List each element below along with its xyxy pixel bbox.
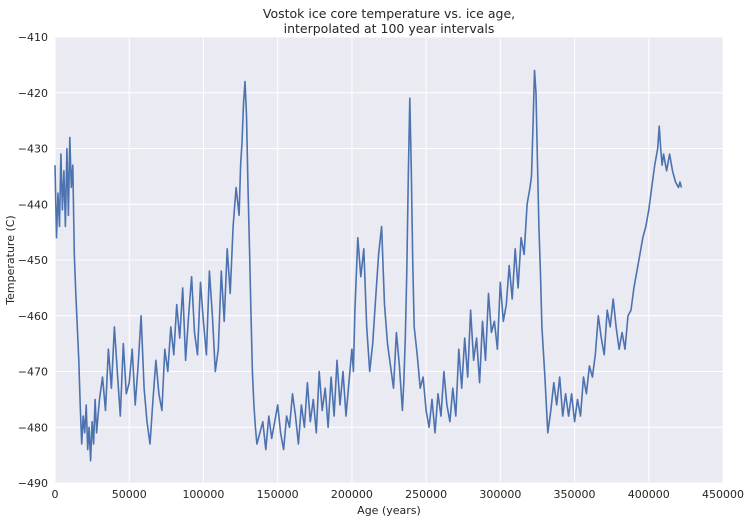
- x-tick-label: 250000: [405, 488, 447, 501]
- x-tick-label: 0: [52, 488, 59, 501]
- x-tick-label: 200000: [331, 488, 373, 501]
- x-tick-label: 300000: [479, 488, 521, 501]
- y-axis-label: Temperature (C): [4, 215, 17, 305]
- y-tick-label: −450: [18, 254, 48, 267]
- y-tick-label: −430: [18, 143, 48, 156]
- y-tick-label: −470: [18, 366, 48, 379]
- tick-labels: 0 50000 100000 150000 200000 250000 300000 3500…: [18, 31, 744, 501]
- y-tick-label: −460: [18, 310, 48, 323]
- x-tick-label: 350000: [554, 488, 596, 501]
- chart-title-line-1: Vostok ice core temperature vs. ice age,: [263, 6, 515, 21]
- y-tick-label: −410: [18, 31, 48, 44]
- x-tick-label: 150000: [257, 488, 299, 501]
- gridlines: [54, 36, 724, 484]
- y-tick-label: −420: [18, 87, 48, 100]
- y-tick-label: −490: [18, 477, 48, 490]
- temperature-series-line: [54, 69, 683, 462]
- y-tick-label: −440: [18, 198, 48, 211]
- x-axis-label: Age (years): [357, 504, 421, 517]
- x-tick-label: 100000: [182, 488, 224, 501]
- chart-title-line-2: interpolated at 100 year intervals: [284, 21, 495, 36]
- x-tick-label: 50000: [112, 488, 147, 501]
- x-tick-label: 450000: [702, 488, 744, 501]
- x-tick-label: 400000: [628, 488, 670, 501]
- y-tick-label: −480: [18, 421, 48, 434]
